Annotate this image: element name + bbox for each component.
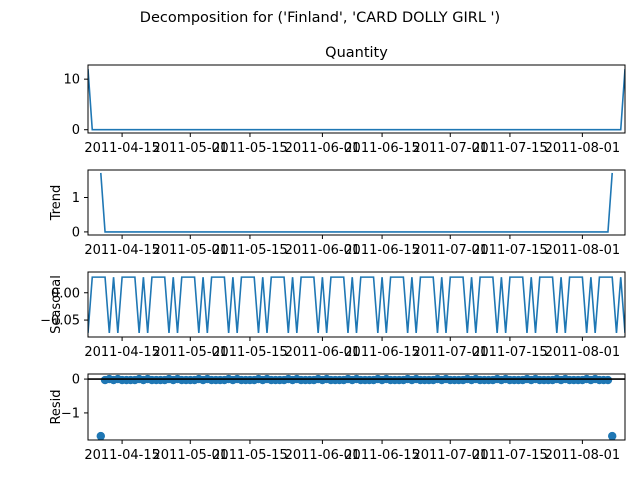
y-tick-label: 0 <box>72 225 80 240</box>
x-tick-label: 2011-06-01 <box>285 141 361 156</box>
y-tick-label: 10 <box>63 73 80 88</box>
y-tick-label: 0 <box>72 123 80 138</box>
resid-point <box>608 431 617 440</box>
panel-title: Quantity <box>325 45 388 61</box>
x-tick-label: 2011-08-01 <box>545 243 621 258</box>
x-tick-label: 2011-08-01 <box>545 345 621 360</box>
axes-frame <box>87 64 626 134</box>
x-tick-label: 2011-07-01 <box>412 448 488 463</box>
panel-3: 0.00−0.052011-04-152011-05-012011-05-152… <box>40 271 626 360</box>
x-tick-label: 2011-04-15 <box>84 345 160 360</box>
x-tick-label: 2011-08-01 <box>545 141 621 156</box>
y-tick-label: 1 <box>72 191 80 206</box>
x-tick-label: 2011-05-01 <box>153 243 229 258</box>
x-tick-label: 2011-04-15 <box>84 448 160 463</box>
series-line <box>88 68 625 131</box>
x-tick-label: 2011-05-15 <box>212 141 288 156</box>
x-tick-label: 2011-05-01 <box>153 448 229 463</box>
series-line <box>99 172 614 233</box>
panel-4: 0−12011-04-152011-05-012011-05-152011-06… <box>49 373 626 463</box>
x-tick-label: 2011-06-15 <box>344 448 420 463</box>
x-tick-label: 2011-06-15 <box>344 345 420 360</box>
plot-area <box>88 68 625 131</box>
resid-point <box>96 431 105 440</box>
plot-area <box>88 374 625 440</box>
y-tick-label: 0.00 <box>51 286 80 301</box>
plot-area <box>99 172 614 233</box>
x-tick-label: 2011-07-15 <box>472 345 548 360</box>
x-tick-label: 2011-05-01 <box>153 141 229 156</box>
x-tick-label: 2011-08-01 <box>545 448 621 463</box>
x-tick-label: 2011-05-15 <box>212 345 288 360</box>
axes-frame <box>87 169 626 236</box>
panels: 0102011-04-152011-05-012011-05-152011-06… <box>40 45 626 463</box>
y-axis-label: Resid <box>49 389 64 424</box>
x-tick-label: 2011-06-01 <box>285 345 361 360</box>
x-tick-label: 2011-04-15 <box>84 141 160 156</box>
y-tick-label: −1 <box>61 406 80 421</box>
x-tick-label: 2011-05-01 <box>153 345 229 360</box>
y-tick-label: −0.05 <box>40 314 80 329</box>
resid-point <box>603 375 613 385</box>
x-tick-label: 2011-05-15 <box>212 243 288 258</box>
x-tick-label: 2011-06-01 <box>285 448 361 463</box>
axes-frame <box>87 373 626 441</box>
y-tick-label: 0 <box>72 373 80 388</box>
x-tick-label: 2011-06-15 <box>344 243 420 258</box>
panel-2: 012011-04-152011-05-012011-05-152011-06-… <box>49 169 626 258</box>
x-tick-label: 2011-06-01 <box>285 243 361 258</box>
x-tick-label: 2011-07-15 <box>472 141 548 156</box>
seasonal-line <box>88 276 625 333</box>
x-tick-label: 2011-07-01 <box>412 141 488 156</box>
figure-suptitle: Decomposition for ('Finland', 'CARD DOLL… <box>140 10 500 26</box>
x-tick-label: 2011-07-01 <box>412 243 488 258</box>
axes-frame <box>87 271 626 338</box>
x-tick-label: 2011-05-15 <box>212 448 288 463</box>
x-tick-label: 2011-07-15 <box>472 448 548 463</box>
y-axis-label: Trend <box>49 185 64 222</box>
plot-area <box>88 276 625 333</box>
panel-1: 0102011-04-152011-05-012011-05-152011-06… <box>63 45 626 156</box>
x-tick-label: 2011-07-01 <box>412 345 488 360</box>
y-axis-label: Seasonal <box>49 275 64 334</box>
x-tick-label: 2011-07-15 <box>472 243 548 258</box>
x-tick-label: 2011-06-15 <box>344 141 420 156</box>
x-tick-label: 2011-04-15 <box>84 243 160 258</box>
